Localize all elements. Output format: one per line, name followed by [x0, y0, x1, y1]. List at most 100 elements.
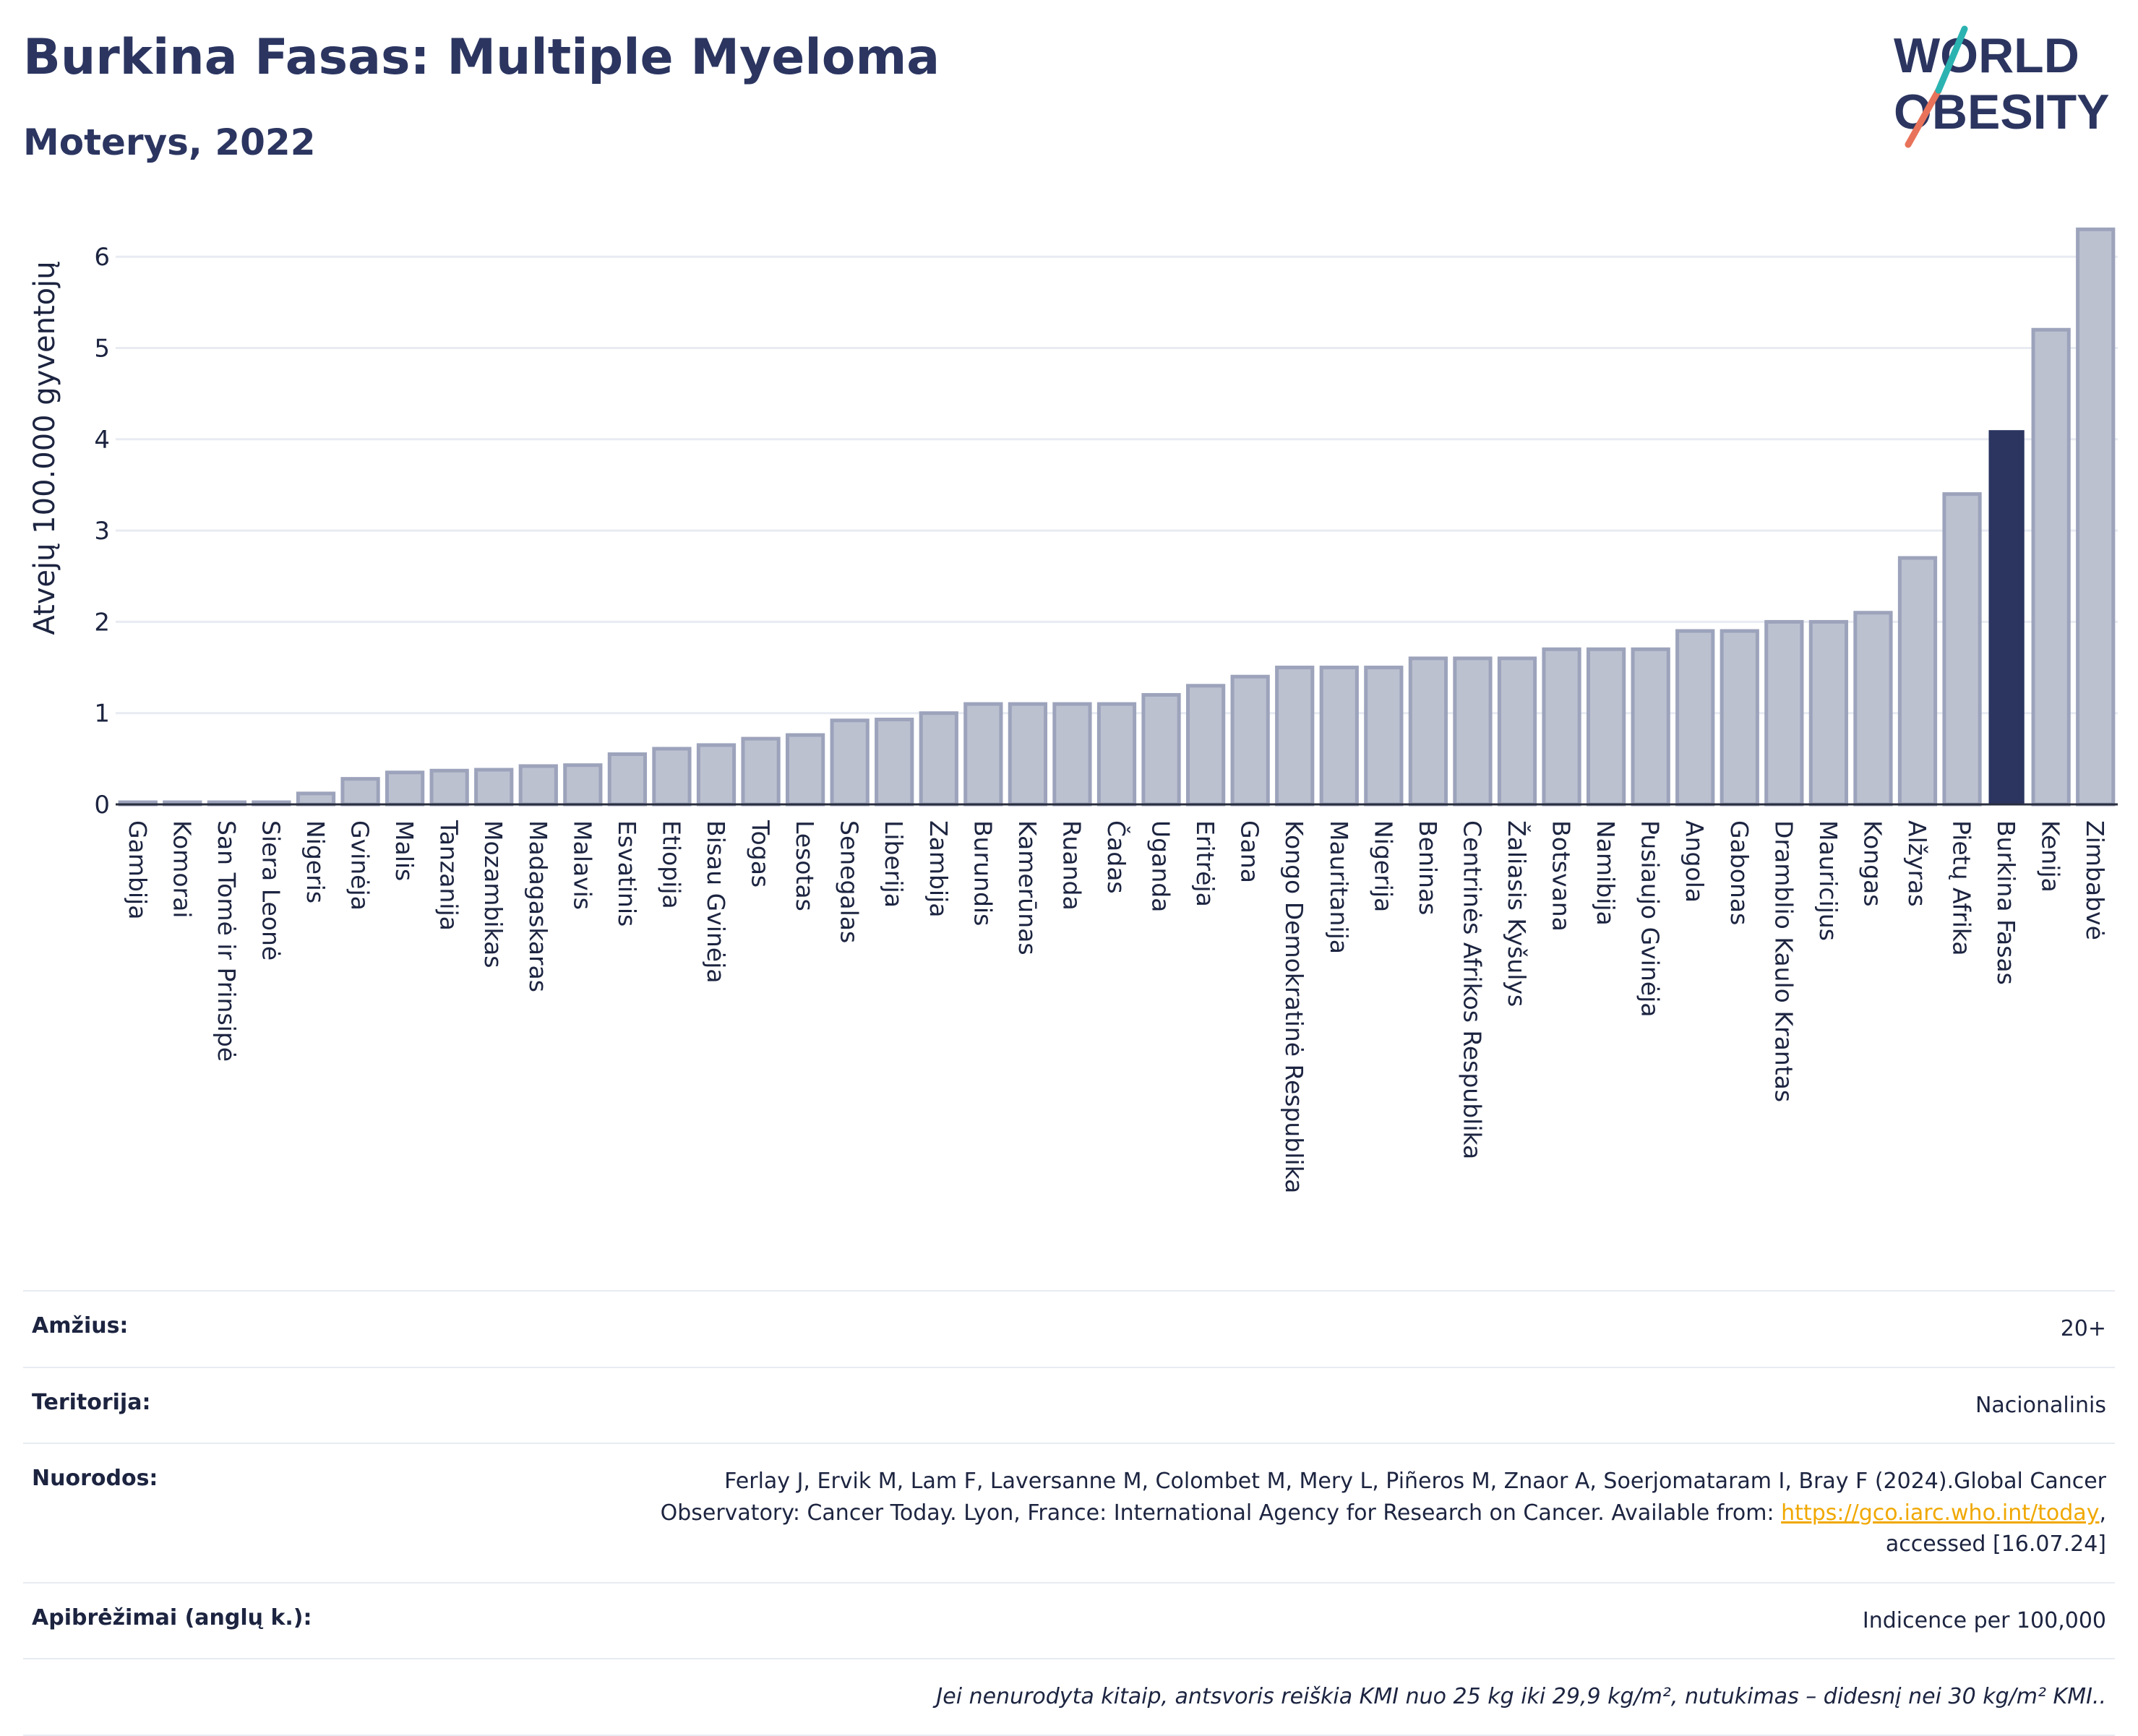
page-title: Burkina Fasas: Multiple Myeloma	[23, 29, 940, 86]
meta-row-note: Jei nenurodyta kitaip, antsvoris reiškia…	[23, 1658, 2115, 1736]
x-tick-label: Tanzanija	[435, 820, 463, 931]
page-subtitle: Moterys, 2022	[23, 121, 316, 163]
x-tick-label: Uganda	[1147, 820, 1175, 912]
x-tick-label: Bisau Gvinėja	[702, 820, 730, 984]
x-tick-label: Žaliasis Kyšulys	[1503, 820, 1532, 1007]
bar	[1542, 647, 1581, 807]
x-tick-label: Mozambikas	[479, 820, 507, 968]
definitions-label: Apibrėžimai (anglų k.):	[32, 1604, 312, 1630]
x-tick-label: Alžyras	[1903, 820, 1931, 907]
definition-note: Jei nenurodyta kitaip, antsvoris reiškia…	[936, 1684, 2106, 1709]
bar	[1942, 492, 1982, 807]
y-tick-label: 1	[94, 700, 110, 729]
x-tick-label: Gambija	[124, 820, 152, 919]
bar	[1453, 656, 1493, 807]
bar	[1586, 647, 1626, 807]
bar	[1141, 692, 1181, 807]
bar	[830, 718, 870, 807]
y-axis-label: Atvejų 100.000 gyventojų	[28, 261, 61, 635]
bar	[474, 768, 514, 807]
bar	[1497, 656, 1537, 807]
x-tick-label: Mauritanija	[1325, 820, 1353, 954]
bar	[607, 752, 648, 807]
x-tick-label: Kongas	[1858, 820, 1886, 906]
y-tick-label: 4	[94, 426, 110, 455]
svg-text:WORLD: WORLD	[1894, 28, 2079, 83]
bar	[1185, 684, 1226, 807]
bar	[1364, 666, 1404, 807]
bar	[429, 768, 469, 807]
x-tick-label: Dramblio Kaulo Krantas	[1769, 820, 1798, 1102]
x-tick-label: Komorai	[168, 820, 196, 918]
references-line-1: Ferlay J, Ervik M, Lam F, Laversanne M, …	[724, 1469, 2106, 1494]
x-tick-label: Nigerija	[1369, 820, 1397, 912]
x-tick-label: Beninas	[1414, 820, 1442, 915]
bar	[2031, 327, 2071, 807]
x-tick-label: Namibija	[1592, 820, 1620, 926]
bar	[340, 777, 380, 807]
x-tick-label: Čadas	[1102, 820, 1131, 894]
x-tick-label: Kamerūnas	[1013, 820, 1042, 955]
y-tick-label: 3	[94, 517, 110, 546]
y-tick-label: 2	[94, 608, 110, 637]
references-label: Nuorodos:	[32, 1466, 158, 1491]
age-label: Amžius:	[32, 1313, 129, 1338]
x-tick-label: Nigeris	[301, 820, 330, 903]
x-tick-label: Pusiaujo Gvinėja	[1636, 820, 1665, 1017]
references-line-2: Observatory: Cancer Today. Lyon, France:…	[660, 1500, 1774, 1526]
references-link[interactable]: https://gco.iarc.who.int/today	[1781, 1500, 2100, 1526]
bar	[1675, 629, 1715, 807]
metadata-table: Amžius: 20+ Teritorija: Nacionalinis Nuo…	[23, 1290, 2115, 1736]
meta-row-references: Nuorodos: Ferlay J, Ervik M, Lam F, Lave…	[23, 1443, 2115, 1582]
x-tick-label: Etiopija	[657, 820, 685, 909]
axes: 0 1 2 3 4 5 6 Gambija Komorai San Tomė ir Prinsip…	[94, 243, 2118, 1193]
x-tick-label: Pietų Afrika	[1948, 820, 1976, 956]
bar	[385, 770, 425, 807]
x-tick-label: Gvinėja	[346, 820, 374, 911]
bar	[1408, 656, 1448, 807]
x-tick-label: Eritrėja	[1191, 820, 1219, 907]
territory-label: Teritorija:	[32, 1389, 151, 1415]
bar	[963, 702, 1003, 807]
x-tick-label: Senegalas	[836, 820, 864, 943]
x-tick-label: Malavis	[568, 820, 596, 910]
bar	[1052, 702, 1092, 807]
bar	[1764, 619, 1804, 807]
y-tick-label: 6	[94, 243, 110, 272]
x-tick-label: Burundis	[969, 820, 997, 926]
references-value: Ferlay J, Ervik M, Lam F, Laversanne M, …	[660, 1469, 2106, 1557]
bar	[1230, 674, 1270, 807]
bar	[1631, 647, 1670, 807]
x-tick-label: Centrinės Afrikos Respublika	[1458, 820, 1486, 1159]
territory-value: Nacionalinis	[1975, 1392, 2106, 1418]
x-tick-label: Siera Leonė	[257, 820, 285, 961]
bar	[518, 764, 558, 807]
references-line-3: accessed [16.07.24]	[1885, 1531, 2106, 1557]
meta-row-territory: Teritorija: Nacionalinis	[23, 1366, 2115, 1443]
bar	[1853, 611, 1893, 807]
bar	[1319, 666, 1359, 807]
bar	[919, 711, 958, 807]
x-tick-label: Gana	[1236, 820, 1264, 883]
y-tick-label: 5	[94, 335, 110, 364]
bar	[696, 743, 737, 807]
x-tick-label: Lesotas	[791, 820, 819, 911]
x-tick-label: Togas	[747, 820, 775, 888]
bar	[1096, 702, 1137, 807]
bar-highlighted	[1988, 430, 2025, 804]
meta-row-definitions: Apibrėžimai (anglų k.): Indicence per 10…	[23, 1581, 2115, 1659]
x-tick-label: Botsvana	[1547, 820, 1576, 932]
x-tick-label: Mauricijus	[1814, 820, 1842, 941]
x-tick-label: Gabonas	[1725, 820, 1753, 925]
x-tick-label: Zambija	[924, 820, 953, 917]
bar-chart: 0 1 2 3 4 5 6 Gambija Komorai San Tomė ir Prinsip…	[28, 227, 2118, 1193]
bar	[563, 763, 603, 807]
bar	[1808, 619, 1849, 807]
bar	[652, 747, 692, 807]
bar	[2076, 227, 2116, 807]
bars	[118, 227, 2116, 807]
bar	[296, 791, 336, 807]
x-tick-label: Burkina Fasas	[1992, 820, 2020, 985]
bar	[1720, 629, 1759, 807]
x-tick-label: Liberija	[880, 820, 908, 908]
